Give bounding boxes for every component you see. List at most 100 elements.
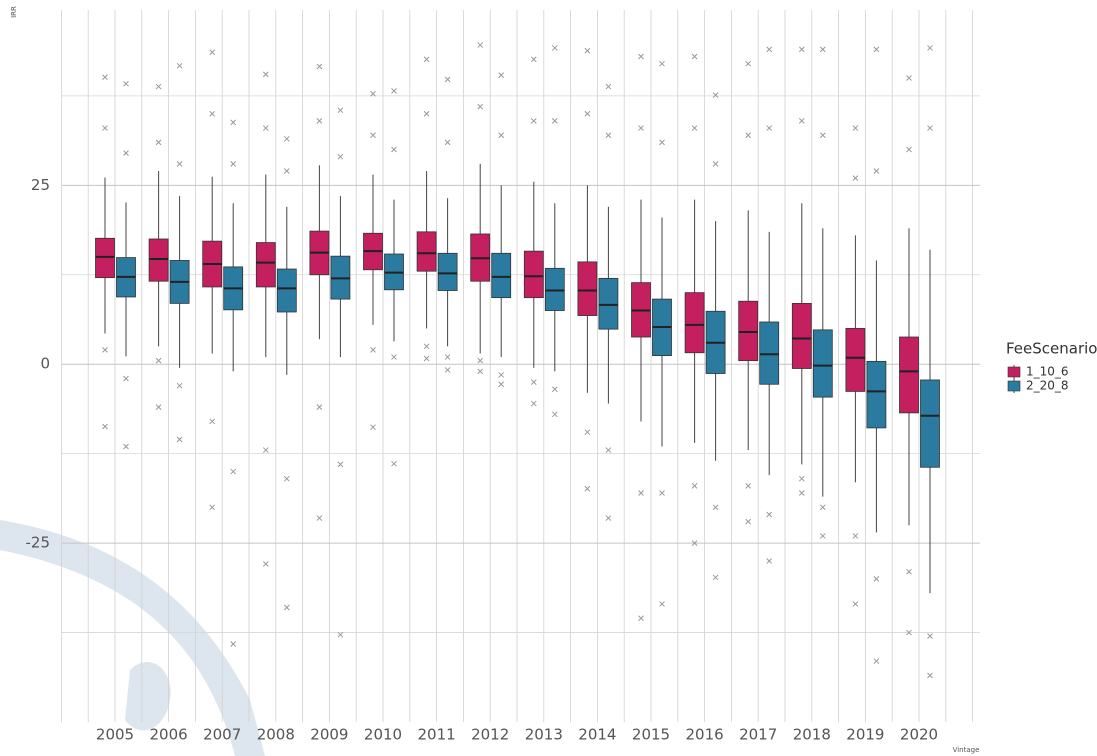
outlier bbox=[444, 354, 451, 360]
outlier bbox=[819, 46, 826, 53]
outlier bbox=[766, 46, 773, 53]
outlier bbox=[745, 132, 752, 139]
outlier bbox=[551, 45, 558, 51]
outlier bbox=[370, 424, 376, 431]
background-blob bbox=[125, 661, 171, 731]
outlier bbox=[551, 386, 558, 393]
outlier bbox=[316, 63, 323, 70]
box bbox=[437, 252, 458, 291]
outlier bbox=[605, 515, 612, 521]
outlier bbox=[691, 540, 698, 546]
y-tick-label: -25 bbox=[26, 534, 51, 552]
outlier bbox=[906, 629, 912, 636]
outlier bbox=[498, 372, 505, 378]
box bbox=[598, 277, 619, 330]
outlier bbox=[927, 672, 933, 679]
outlier bbox=[155, 357, 162, 364]
outlier bbox=[230, 119, 237, 126]
x-tick-label: 2012 bbox=[471, 726, 509, 744]
outlier bbox=[873, 46, 880, 53]
outlier bbox=[798, 46, 805, 53]
outlier bbox=[477, 103, 484, 110]
outlier bbox=[283, 604, 290, 611]
box bbox=[491, 252, 512, 299]
x-tick-label: 2017 bbox=[739, 726, 777, 744]
outlier bbox=[691, 53, 698, 60]
outlier bbox=[283, 168, 290, 174]
x-tick-label: 2007 bbox=[203, 726, 241, 744]
outlier bbox=[852, 175, 859, 182]
outlier bbox=[530, 400, 537, 407]
outlier bbox=[745, 60, 752, 67]
x-tick-label: 2006 bbox=[150, 726, 188, 744]
y-tick-label: 25 bbox=[31, 176, 50, 194]
outlier bbox=[712, 504, 719, 511]
outlier bbox=[102, 125, 108, 131]
outlier bbox=[209, 110, 216, 117]
outlier bbox=[391, 146, 397, 153]
outlier bbox=[745, 518, 752, 525]
outlier bbox=[638, 490, 644, 496]
outlier bbox=[316, 515, 323, 521]
outlier bbox=[209, 418, 216, 425]
outlier bbox=[852, 125, 859, 131]
outlier bbox=[819, 504, 826, 511]
outlier bbox=[391, 88, 397, 94]
outlier bbox=[638, 125, 644, 131]
outlier bbox=[102, 347, 108, 353]
outlier bbox=[584, 485, 591, 492]
outlier bbox=[370, 132, 376, 139]
outlier bbox=[423, 355, 430, 362]
box bbox=[866, 360, 887, 429]
outlier bbox=[423, 56, 430, 63]
outlier bbox=[498, 381, 505, 388]
box bbox=[577, 261, 598, 316]
outlier bbox=[852, 601, 859, 607]
outlier bbox=[337, 631, 344, 638]
x-tick-label: 2019 bbox=[846, 726, 884, 744]
outlier bbox=[123, 375, 129, 382]
box bbox=[899, 336, 919, 414]
outlier bbox=[176, 382, 183, 389]
outlier bbox=[209, 49, 216, 56]
outlier bbox=[370, 90, 376, 97]
box bbox=[684, 292, 705, 354]
box bbox=[738, 300, 759, 362]
outlier bbox=[316, 118, 323, 124]
x-tick-label: 2020 bbox=[900, 726, 938, 744]
outlier bbox=[798, 475, 805, 482]
box bbox=[276, 268, 297, 313]
outlier bbox=[477, 42, 484, 48]
outlier bbox=[766, 558, 773, 564]
box bbox=[759, 321, 780, 385]
outlier bbox=[230, 641, 237, 647]
outlier bbox=[102, 423, 108, 430]
x-tick-label: 2015 bbox=[632, 726, 670, 744]
outlier bbox=[906, 146, 912, 153]
x-tick-label: 2011 bbox=[418, 726, 456, 744]
outlier bbox=[605, 83, 612, 90]
outlier bbox=[530, 379, 537, 385]
outlier bbox=[337, 107, 344, 114]
outlier bbox=[391, 354, 397, 360]
outlier bbox=[605, 132, 612, 139]
outlier bbox=[444, 76, 451, 83]
outlier bbox=[766, 125, 773, 131]
outlier bbox=[155, 83, 162, 90]
outlier bbox=[370, 347, 376, 353]
outlier bbox=[712, 92, 719, 99]
x-tick-label: 2010 bbox=[364, 726, 402, 744]
x-axis-label: Vintage bbox=[953, 746, 980, 754]
outlier bbox=[477, 368, 484, 375]
box bbox=[920, 379, 940, 468]
outlier bbox=[262, 125, 269, 131]
outlier bbox=[444, 139, 451, 146]
legend-label: 1_10_6 bbox=[1026, 365, 1069, 379]
outlier bbox=[230, 160, 237, 167]
box bbox=[148, 238, 169, 282]
outlier bbox=[123, 443, 129, 450]
outlier bbox=[176, 436, 183, 443]
outlier bbox=[852, 533, 859, 539]
outlier bbox=[691, 125, 698, 131]
